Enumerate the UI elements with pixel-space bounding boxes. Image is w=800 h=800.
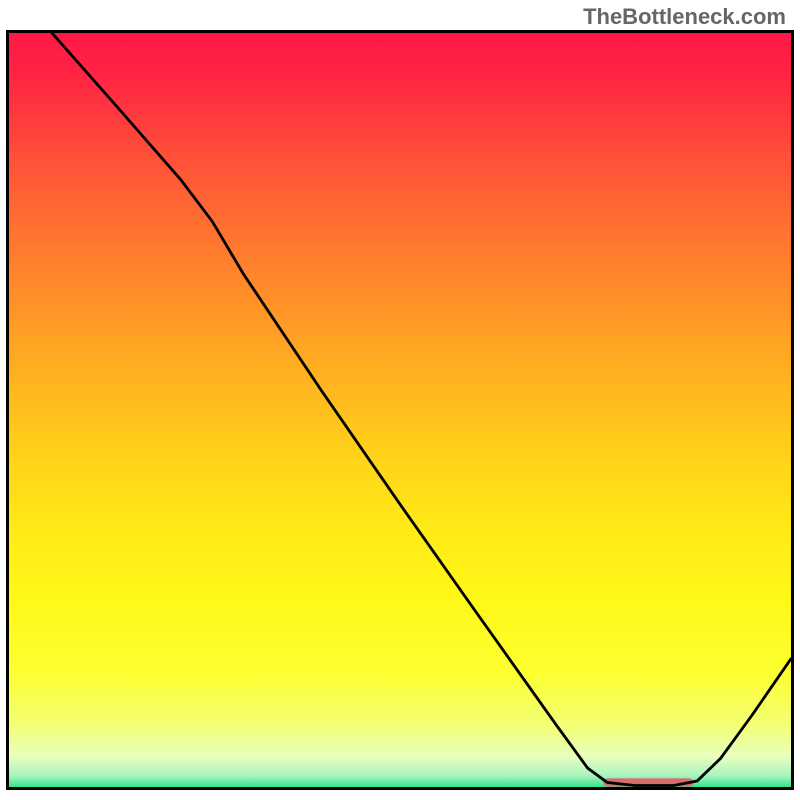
chart-background xyxy=(9,33,791,787)
attribution-text: TheBottleneck.com xyxy=(583,4,786,30)
chart-svg xyxy=(9,33,791,787)
bottleneck-chart xyxy=(6,30,794,790)
